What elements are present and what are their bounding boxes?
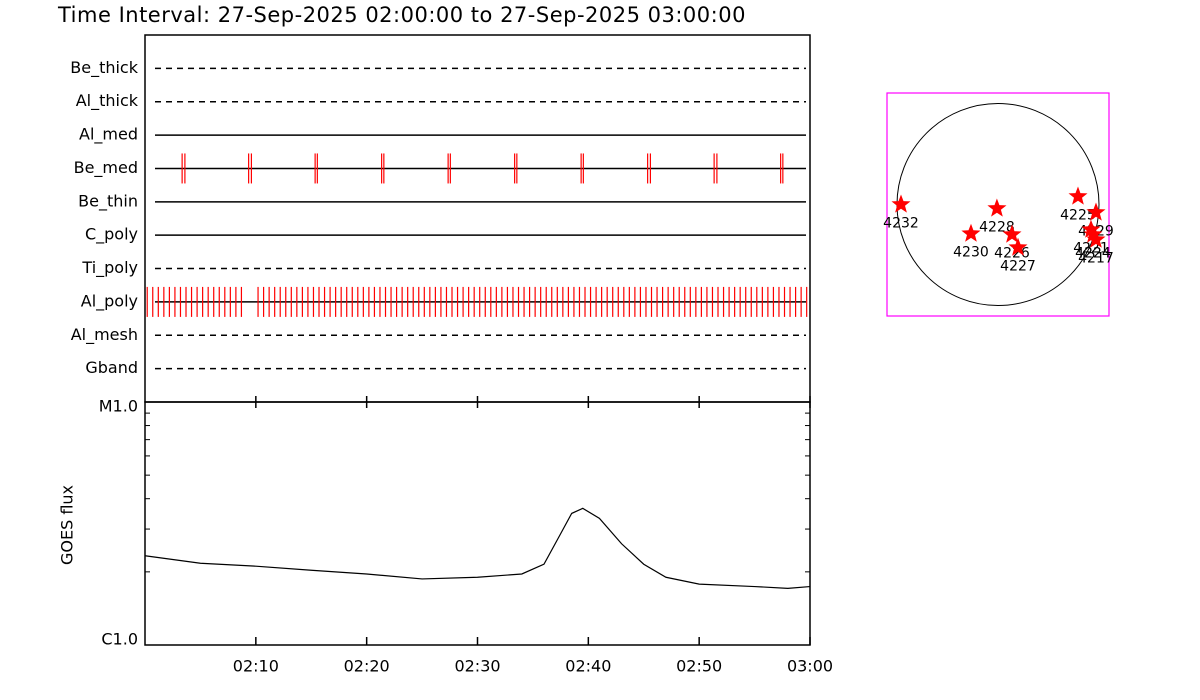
region-star <box>1068 186 1088 205</box>
panel-frame <box>144 401 811 646</box>
x-tick-label: 02:30 <box>454 657 500 676</box>
chart-title: Time Interval: 27-Sep-2025 02:00:00 to 2… <box>57 3 746 27</box>
row-label: Al_thick <box>76 91 139 111</box>
map-frame <box>886 92 1110 317</box>
panel-frame <box>144 34 811 403</box>
region-label: 4217 <box>1078 251 1114 267</box>
row-label: Gband <box>85 358 138 377</box>
region-star <box>1008 237 1028 256</box>
region-star <box>891 194 911 213</box>
x-tick-label: 02:50 <box>676 657 722 676</box>
region-label: 4227 <box>1000 259 1036 275</box>
region-label: 4224 <box>1075 246 1111 262</box>
y-tick-label: C1.0 <box>101 630 138 649</box>
region-label: 4232 <box>883 216 919 232</box>
x-tick-label: 02:10 <box>233 657 279 676</box>
region-star <box>1081 219 1101 238</box>
region-star <box>987 198 1007 217</box>
row-label: Be_thin <box>78 191 138 211</box>
region-star <box>1083 224 1103 243</box>
flux-line <box>144 507 811 589</box>
y-tick-label: M1.0 <box>99 397 138 416</box>
x-tick-label: 02:20 <box>344 657 390 676</box>
row-label: Al_med <box>79 125 138 145</box>
region-label: 4230 <box>953 245 989 261</box>
region-star <box>961 223 981 242</box>
row-label: Be_med <box>74 158 138 178</box>
y-axis-label: GOES flux <box>58 485 77 565</box>
x-tick-label: 02:40 <box>565 657 611 676</box>
x-tick-label: 03:00 <box>787 657 833 676</box>
row-label: Ti_poly <box>81 258 138 278</box>
row-label: Al_poly <box>81 291 138 311</box>
region-star <box>1086 229 1106 248</box>
row-label: Be_thick <box>70 58 138 78</box>
region-star <box>1002 224 1022 243</box>
row-label: C_poly <box>85 225 138 245</box>
row-label: Al_mesh <box>71 325 138 345</box>
region-star <box>1086 202 1106 221</box>
region-label: 4225 <box>1060 207 1096 223</box>
